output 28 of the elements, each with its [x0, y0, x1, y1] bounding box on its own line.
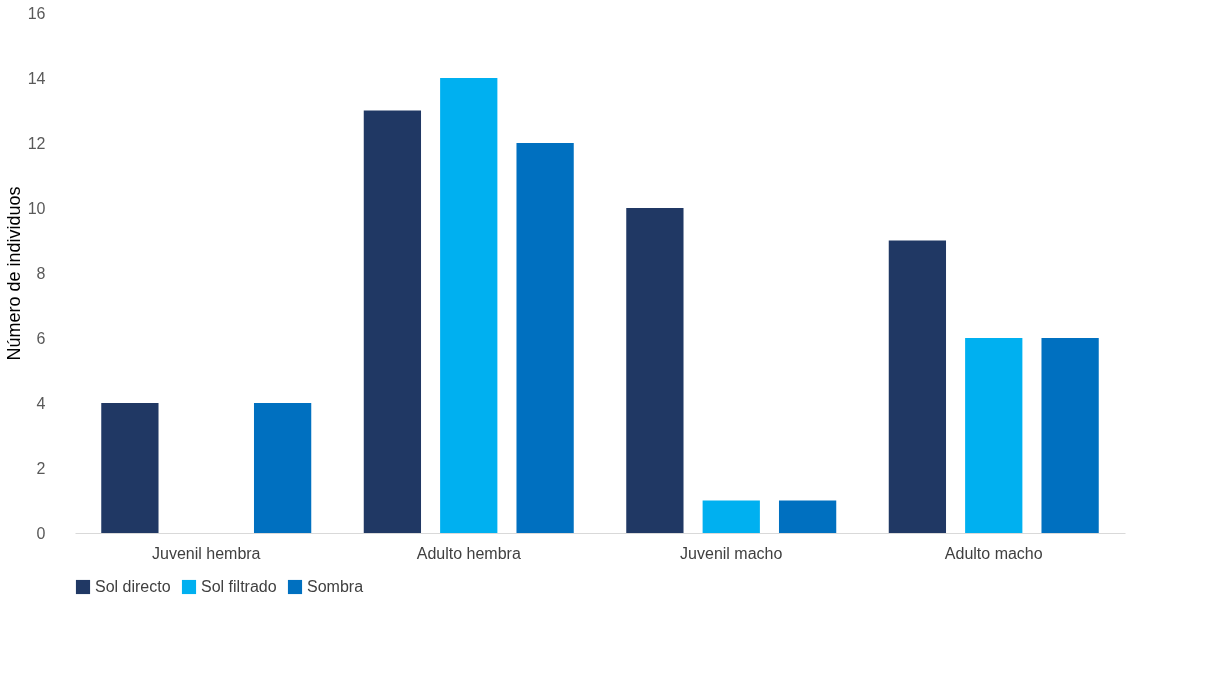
legend-label: Sombra: [307, 578, 364, 595]
x-tick-label: Juvenil hembra: [152, 544, 261, 562]
legend-label: Sol directo: [95, 578, 171, 595]
bar: [965, 338, 1023, 533]
bar: [253, 403, 312, 533]
bar: [626, 208, 684, 533]
x-tick-label: Juvenil macho: [680, 544, 783, 562]
x-tick-label: Adulto hembra: [416, 544, 521, 562]
bar: [440, 78, 498, 533]
x-tick-label: Adulto macho: [944, 544, 1043, 562]
bar: [363, 110, 422, 533]
y-tick-label: 10: [27, 199, 46, 217]
y-tick-label: 6: [36, 329, 46, 347]
y-tick-label: 12: [27, 134, 46, 152]
y-tick-label: 16: [27, 4, 46, 22]
bar: [778, 500, 837, 533]
bar: [702, 500, 760, 533]
bar: [888, 240, 947, 533]
y-axis-title: Número de individuos: [3, 186, 24, 361]
y-tick-label: 4: [36, 394, 46, 412]
y-tick-label: 8: [36, 264, 46, 282]
bar: [101, 403, 159, 533]
legend-label: Sol filtrado: [201, 578, 277, 595]
y-tick-label: 14: [27, 69, 46, 87]
bar: [516, 143, 574, 533]
y-tick-label: 0: [36, 524, 46, 542]
bar: [1041, 338, 1099, 533]
y-tick-label: 2: [36, 459, 46, 477]
